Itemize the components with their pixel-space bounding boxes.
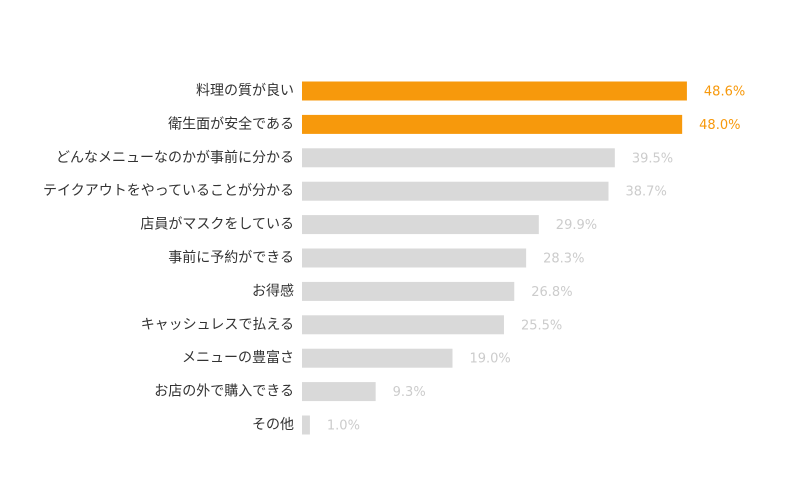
category-label: お店の外で購入できる: [154, 384, 294, 400]
bar: [302, 148, 615, 168]
category-label: テイクアウトをやっていることが分かる: [43, 183, 294, 199]
category-label: メニューの豊富さ: [182, 349, 294, 366]
bar: [302, 181, 609, 201]
category-labels: 料理の質が良い衛生面が安全であるどんなメニューなのかが事前に分かるテイクアウトを…: [43, 83, 294, 433]
bar: [302, 81, 687, 101]
value-label: 29.9%: [556, 218, 597, 233]
value-label: 25.5%: [521, 318, 562, 333]
value-label: 28.3%: [543, 252, 584, 267]
value-label: 1.0%: [327, 419, 360, 434]
bar: [302, 248, 527, 268]
bar: [302, 382, 376, 402]
value-label: 26.8%: [531, 285, 572, 300]
bar: [302, 315, 504, 335]
bar: [302, 281, 515, 301]
bar: [302, 114, 683, 134]
value-label: 38.7%: [626, 185, 667, 200]
category-label: お得感: [252, 282, 294, 299]
category-label: 事前に予約ができる: [168, 249, 294, 266]
value-label: 48.6%: [704, 85, 745, 100]
bar: [302, 415, 310, 435]
category-label: どんなメニューなのかが事前に分かる: [56, 149, 294, 166]
category-label: 衛生面が安全である: [168, 115, 294, 132]
value-label: 9.3%: [393, 385, 426, 400]
bar: [302, 215, 539, 235]
bar: [302, 348, 453, 368]
category-label: キャッシュレスで払える: [141, 317, 294, 333]
value-label: 48.0%: [699, 118, 740, 133]
category-label: 店員がマスクをしている: [140, 217, 294, 233]
value-label: 39.5%: [632, 151, 673, 166]
value-labels: 48.6% 48.0% 39.5% 38.7% 29.9% 28.3% 26.8% 25.5%…: [327, 85, 745, 434]
category-label: 料理の質が良い: [196, 83, 294, 99]
category-label: その他: [252, 417, 294, 433]
value-label: 19.0%: [469, 352, 510, 367]
bars: [302, 81, 687, 435]
